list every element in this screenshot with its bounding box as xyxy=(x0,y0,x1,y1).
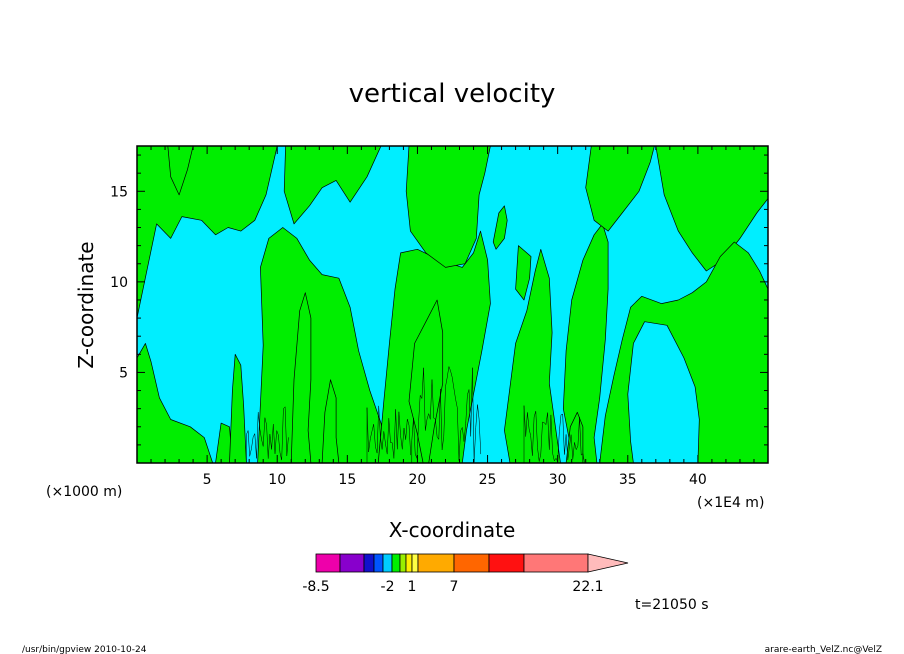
positive-region-13 xyxy=(215,422,233,463)
colorbar-bin-10 xyxy=(453,553,490,573)
colorbar-bin-9 xyxy=(417,553,455,573)
colorbar-bin-2 xyxy=(363,553,375,573)
colorbar-label: -2 xyxy=(381,579,395,595)
x-tick-label: 30 xyxy=(549,472,567,488)
y-tick-label: 10 xyxy=(110,275,128,291)
footer-file: arare-earth_VelZ.nc@VelZ xyxy=(765,645,882,654)
x-tick-label: 25 xyxy=(479,472,497,488)
colorbar-label: 22.1 xyxy=(572,579,603,595)
x-tick-label: 35 xyxy=(619,472,637,488)
positive-region-3 xyxy=(257,227,390,463)
positive-velocity-regions xyxy=(137,146,768,463)
colorbar-bin-0 xyxy=(315,553,341,573)
positive-region-15 xyxy=(290,292,312,463)
x-tick-label: 5 xyxy=(203,472,212,488)
colorbar-bin-1 xyxy=(339,553,365,573)
colorbar-arrow xyxy=(587,553,629,573)
positive-region-11 xyxy=(599,241,768,463)
x-unit-label: (×1000 m) xyxy=(46,484,122,500)
positive-region-19 xyxy=(515,245,532,301)
noise-band-0 xyxy=(246,406,289,463)
near-surface-contour-noise xyxy=(246,365,585,463)
positive-region-12 xyxy=(137,343,214,463)
x-tick-label: 15 xyxy=(338,472,356,488)
chart-title: vertical velocity xyxy=(349,79,556,109)
colorbar-bin-7 xyxy=(405,553,413,573)
positive-region-17 xyxy=(565,411,584,463)
colorbar-bin-4 xyxy=(382,553,393,573)
colorbar-bin-12 xyxy=(523,553,589,573)
colorbar-label: -8.5 xyxy=(302,579,329,595)
y-tick-label: 15 xyxy=(110,184,128,200)
positive-region-6 xyxy=(405,146,491,268)
footer-program: /usr/bin/gpview 2010-10-24 xyxy=(22,645,147,654)
colorbar-label: 1 xyxy=(408,579,417,595)
noise-band-2 xyxy=(411,365,482,463)
y-tick-label: 5 xyxy=(119,365,128,381)
colorbar-bin-6 xyxy=(399,553,407,573)
x-scale-note: (×1E4 m) xyxy=(697,495,764,511)
positive-region-0 xyxy=(137,146,278,319)
positive-region-18 xyxy=(492,205,508,250)
x-tick-label: 10 xyxy=(268,472,286,488)
noise-band-3 xyxy=(523,405,585,463)
colorbar-labels: -8.5 -2 1 7 22.1 xyxy=(302,579,603,595)
positive-region-5 xyxy=(408,299,444,463)
colorbar-bin-8 xyxy=(411,553,419,573)
plot-frame xyxy=(136,145,769,464)
positive-region-14 xyxy=(229,353,247,463)
time-label: t=21050 s xyxy=(635,597,709,613)
axis-ticks: 5 10 15 20 25 30 35 40 5 10 15 xyxy=(110,146,768,488)
colorbar xyxy=(315,553,629,573)
colorbar-label: 7 xyxy=(450,579,459,595)
x-tick-label: 20 xyxy=(409,472,427,488)
positive-region-7 xyxy=(504,248,561,463)
y-axis-title: Z-coordinate xyxy=(74,241,98,368)
x-tick-label: 40 xyxy=(689,472,707,488)
colorbar-bin-5 xyxy=(391,553,401,573)
colorbar-bin-3 xyxy=(373,553,384,573)
positive-region-1 xyxy=(167,146,194,196)
colorbar-bin-11 xyxy=(488,553,525,573)
positive-region-16 xyxy=(321,379,340,463)
positive-region-9 xyxy=(585,146,655,232)
positive-region-2 xyxy=(283,146,382,225)
noise-band-1 xyxy=(366,405,411,463)
x-axis-title: X-coordinate xyxy=(389,518,516,542)
